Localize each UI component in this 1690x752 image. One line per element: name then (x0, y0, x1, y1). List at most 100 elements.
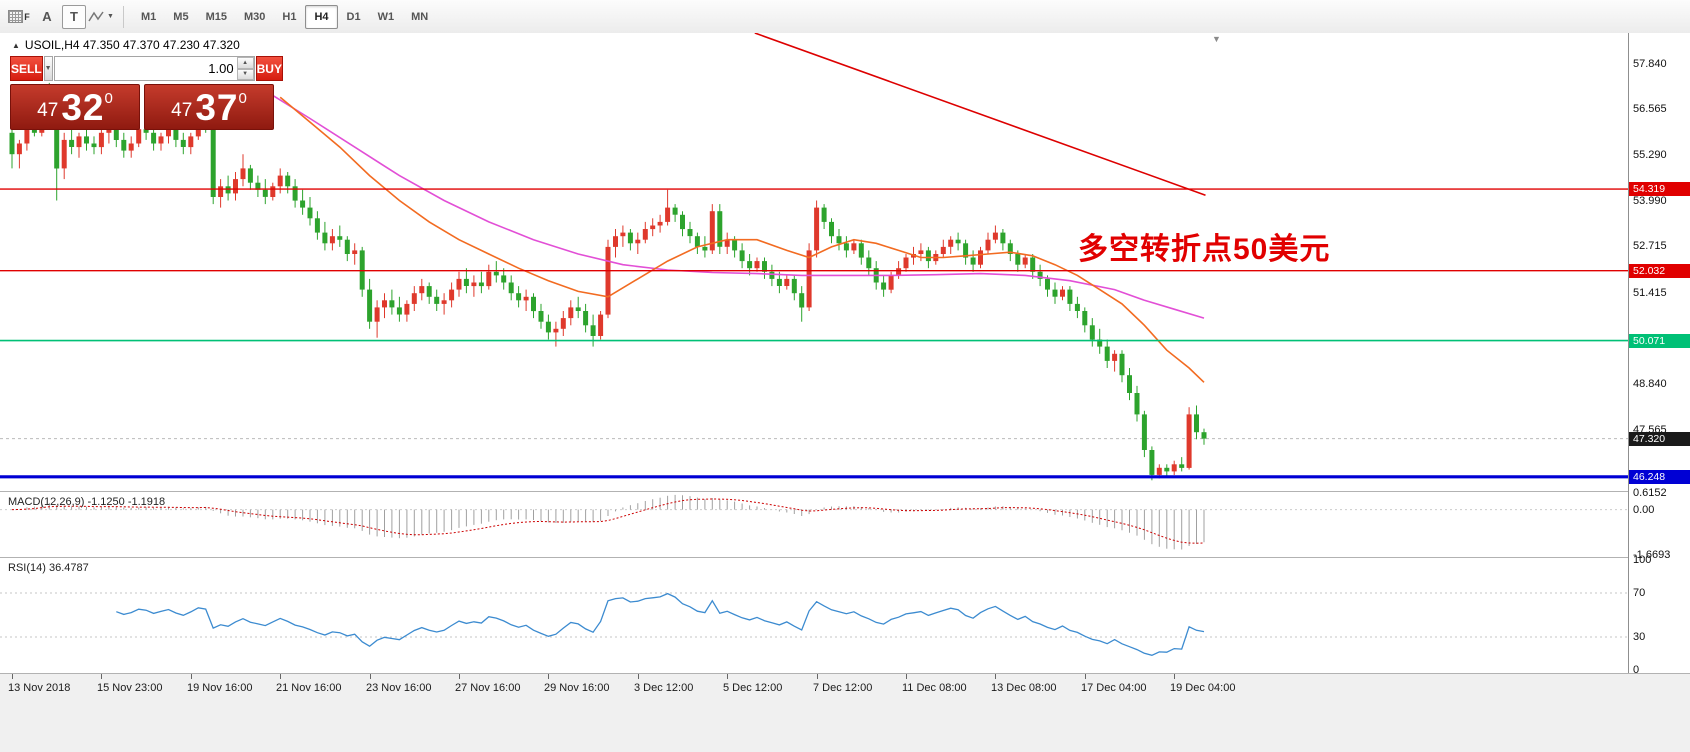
axis-tick-label: 70 (1633, 587, 1646, 599)
panel-divider[interactable] (0, 491, 1690, 492)
time-axis-label: 19 Dec 04:00 (1170, 682, 1236, 694)
time-axis-tick (370, 674, 371, 679)
text-label-tool-button[interactable]: A (34, 5, 60, 29)
axis-tick-label: 57.840 (1633, 57, 1667, 70)
timeframe-w1[interactable]: W1 (377, 10, 395, 23)
volume-spinner: ▲ ▼ (236, 57, 254, 80)
time-axis-label: 19 Nov 16:00 (187, 682, 253, 694)
chart-header: ▲ USOIL,H4 47.350 47.370 47.230 47.320 (12, 38, 240, 52)
time-axis-tick (12, 674, 13, 679)
buy-price[interactable]: 47 37 0 (144, 84, 274, 130)
grid-tool-label: F (24, 11, 30, 22)
macd-label: MACD(12,26,9) -1.1250 -1.1918 (8, 496, 166, 508)
time-axis-label: 27 Nov 16:00 (455, 682, 521, 694)
sell-button[interactable]: SELL (10, 56, 43, 81)
macd-panel[interactable] (0, 492, 1628, 557)
time-axis-tick (459, 674, 460, 679)
time-axis-label: 15 Nov 23:00 (97, 682, 163, 694)
axis-tick-label: 55.290 (1633, 148, 1667, 161)
rsi-panel[interactable] (0, 558, 1628, 672)
text-box-tool-button[interactable]: T (62, 4, 86, 29)
time-axis-label: 11 Dec 08:00 (902, 682, 967, 694)
chart-shift-marker-icon: ▼ (1212, 34, 1221, 44)
time-axis-tick (817, 674, 818, 679)
time-axis-tick (1085, 674, 1086, 679)
one-click-toggle-icon[interactable]: ▲ (12, 40, 20, 50)
time-axis-label: 5 Dec 12:00 (723, 682, 783, 694)
time-axis-tick (548, 674, 549, 679)
time-axis[interactable]: 13 Nov 2018 15 Nov 23:00 19 Nov 16:00 21 No… (0, 673, 1690, 752)
timeframe-m1[interactable]: M1 (141, 10, 157, 23)
axis-tick-label: 0 (1633, 664, 1640, 676)
price-level-badge: 50.071 (1629, 333, 1690, 348)
timeframe-m15[interactable]: M15 (205, 10, 227, 23)
one-click-trade-panel: SELL ▼ ▲ ▼ BUY 47 32 0 47 37 0 (10, 56, 283, 130)
polyline-icon (88, 11, 104, 21)
axis-tick-label: 100 (1633, 554, 1652, 566)
time-axis-tick (280, 674, 281, 679)
buy-price-units: 47 (171, 100, 193, 121)
timeframe-buttons: M1 M5 M15 M30 H1 H4 D1 W1 MN (133, 4, 436, 29)
price-level-badge: 54.319 (1629, 182, 1690, 197)
chevron-down-icon: ▼ (44, 65, 52, 72)
axis-tick-label: 30 (1633, 631, 1646, 643)
time-axis-label: 21 Nov 16:00 (276, 682, 342, 694)
time-axis-tick (995, 674, 996, 679)
chevron-down-icon: ▼ (107, 13, 114, 20)
toolbar: F A T ▼ M1 M5 M15 M30 H1 H4 D1 W1 MN (0, 0, 1690, 34)
timeframe-h1[interactable]: H1 (282, 10, 297, 23)
time-axis-label: 17 Dec 04:00 (1081, 682, 1147, 694)
time-axis-label: 13 Nov 2018 (8, 682, 71, 694)
volume-box: ▲ ▼ (53, 56, 255, 81)
axis-tick-label: -1.6693 (1633, 548, 1671, 561)
volume-down-button[interactable]: ▼ (236, 68, 254, 80)
text-tool-label: A (42, 9, 52, 24)
axis-tick-label: 48.840 (1633, 378, 1667, 391)
time-axis-tick (727, 674, 728, 679)
time-axis-tick (638, 674, 639, 679)
volume-up-button[interactable]: ▲ (236, 57, 254, 69)
axis-tick-label: 51.415 (1633, 286, 1667, 299)
toolbar-separator (123, 5, 124, 28)
volume-input[interactable] (54, 57, 237, 80)
time-axis-label: 23 Nov 16:00 (366, 682, 432, 694)
axis-tick-label: 53.990 (1633, 194, 1667, 207)
time-axis-tick (906, 674, 907, 679)
time-axis-label: 3 Dec 12:00 (634, 682, 694, 694)
time-axis-label: 7 Dec 12:00 (813, 682, 873, 694)
time-axis-label: 29 Nov 16:00 (544, 682, 610, 694)
axis-tick-label: 56.565 (1633, 103, 1667, 116)
sell-price-units: 47 (37, 100, 59, 121)
timeframe-d1[interactable]: D1 (346, 10, 361, 23)
axis-tick-label: 52.715 (1633, 240, 1667, 253)
timeframe-m5[interactable]: M5 (173, 10, 189, 23)
panel-divider[interactable] (0, 557, 1690, 558)
textbox-tool-label: T (70, 9, 78, 24)
timeframe-m30[interactable]: M30 (243, 10, 266, 23)
price-level-badge: 47.320 (1629, 431, 1690, 446)
chart-annotation-text: 多空转折点50美元 (1078, 233, 1331, 266)
time-axis-tick (191, 674, 192, 679)
rsi-label: RSI(14) 36.4787 (8, 562, 89, 574)
timeframe-h4[interactable]: H4 (305, 4, 338, 29)
sell-price-pipette: 0 (104, 90, 113, 107)
price-level-badge: 52.032 (1629, 263, 1690, 278)
axis-tick-label: 0.00 (1633, 503, 1655, 516)
volume-dropdown-button[interactable]: ▼ (43, 56, 53, 81)
grid-icon (8, 10, 24, 23)
time-axis-tick (1174, 674, 1175, 679)
timeframe-mn[interactable]: MN (411, 10, 429, 23)
sell-price[interactable]: 47 32 0 (10, 84, 140, 130)
buy-price-pips: 37 (195, 86, 239, 128)
buy-button[interactable]: BUY (255, 56, 283, 81)
time-axis-tick (101, 674, 102, 679)
buy-price-pipette: 0 (238, 90, 247, 107)
price-axis[interactable]: 57.840 56.565 55.290 53.990 52.715 51.415 48.8… (1628, 33, 1690, 676)
shapes-tool-button[interactable]: ▼ (88, 5, 114, 29)
time-axis-label: 13 Dec 08:00 (991, 682, 1057, 694)
grid-tool-button[interactable]: F (6, 5, 32, 29)
price-level-badge: 46.248 (1629, 469, 1690, 484)
chart-title: USOIL,H4 47.350 47.370 47.230 47.320 (24, 38, 240, 52)
sell-price-pips: 32 (61, 86, 105, 128)
axis-tick-label: 0.6152 (1633, 486, 1667, 499)
